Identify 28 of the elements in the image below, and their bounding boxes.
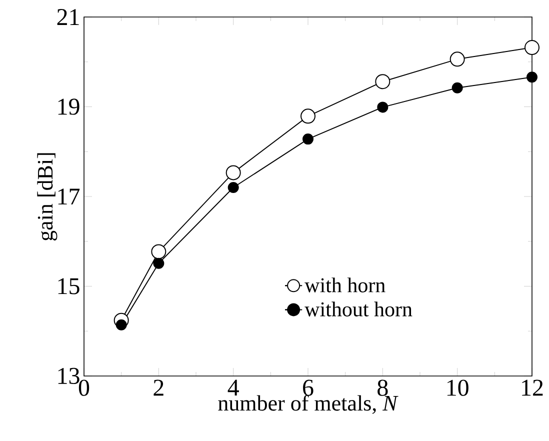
point (300, 108, 316, 124)
point (151, 244, 166, 260)
legend-label: with horn (304, 278, 386, 292)
x-tick-label: 10 (447, 380, 468, 396)
x-tick-label: 6 (303, 380, 314, 396)
x-tick-label: 2 (154, 380, 164, 396)
x-tick-label: 8 (378, 380, 388, 396)
point (228, 182, 239, 194)
point (450, 52, 465, 67)
point (153, 258, 164, 269)
x-tick-label: 4 (228, 380, 239, 396)
point (302, 134, 314, 145)
point (526, 72, 538, 83)
point (226, 165, 241, 180)
y-tick-label: 19 (58, 98, 80, 115)
x-tick-label: 0 (78, 380, 90, 396)
y-tick-label: 17 (58, 188, 80, 204)
x-tick-label: 12 (522, 380, 543, 396)
x-axis-title: number of metals, N (218, 394, 398, 414)
y-tick-label: 13 (58, 368, 80, 384)
legend-label: without horn (304, 302, 412, 316)
point (375, 74, 390, 90)
y-axis-title: gain [dBi] (37, 153, 58, 240)
y-tick-label: 21 (57, 9, 79, 25)
y-tick-label: 15 (58, 278, 80, 294)
point (377, 102, 388, 113)
point (452, 82, 463, 94)
point (524, 40, 540, 56)
